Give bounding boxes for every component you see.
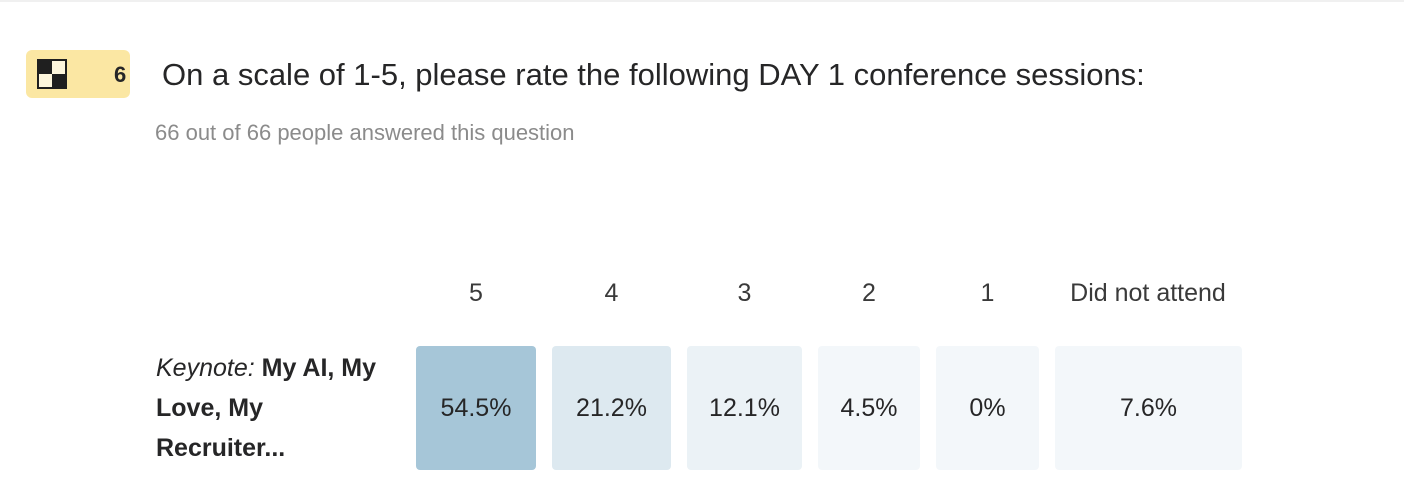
matrix-cell-5: 54.5% <box>416 346 536 470</box>
column-header-4: 4 <box>604 279 619 307</box>
top-divider <box>0 0 1404 2</box>
row-label-title: My AI, My Love, My Recruiter... <box>156 354 377 462</box>
column-header-did-not-attend: Did not attend <box>1070 279 1226 307</box>
column-header-2: 2 <box>862 279 876 307</box>
matrix-cell-2: 4.5% <box>818 346 920 470</box>
column-header-5: 5 <box>469 279 483 307</box>
response-count: 66 out of 66 people answered this questi… <box>155 120 575 145</box>
row-label: Keynote: My AI, My Love, My Recruiter... <box>156 348 386 468</box>
column-header-3: 3 <box>737 279 752 307</box>
matrix-cell-4: 21.2% <box>552 346 671 470</box>
row-label-prefix: Keynote: <box>156 354 255 382</box>
matrix-cell-3: 12.1% <box>687 346 802 470</box>
question-title: On a scale of 1-5, please rate the follo… <box>162 57 1145 92</box>
matrix-cell-1: 0% <box>936 346 1039 470</box>
question-badge: 6 <box>26 50 130 98</box>
matrix-icon <box>37 59 67 89</box>
question-number: 6 <box>114 62 127 87</box>
column-header-1: 1 <box>980 279 995 307</box>
matrix-cell-did-not-attend: 7.6% <box>1055 346 1242 470</box>
